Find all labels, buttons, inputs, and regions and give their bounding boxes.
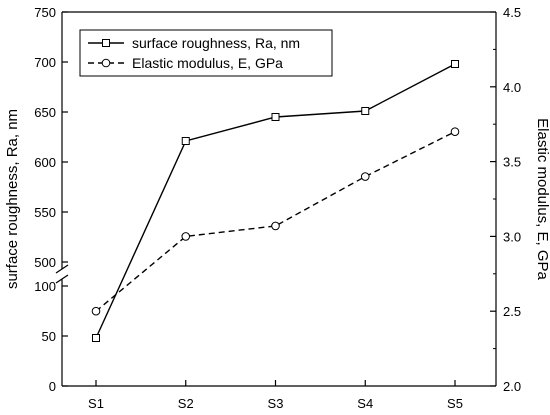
left-tick-label: 50 (42, 329, 56, 344)
right-tick-label: 2.5 (503, 304, 521, 319)
x-tick-label: S2 (178, 396, 194, 411)
axes: 500 550 600 650 700 750 0 50 100 2.0 2.5 3.0 3.5 4.0 4… (4, 5, 550, 411)
left-axis-title: surface roughness, Ra, nm (4, 109, 21, 289)
right-axis-title: Elastic modulus, E, GPa (534, 118, 550, 280)
series-1-point (181, 137, 190, 145)
series-2-point (360, 172, 370, 181)
left-tick-label: 650 (34, 105, 56, 120)
right-tick-label: 3.0 (503, 229, 521, 244)
legend-entry-1: surface roughness, Ra, nm (88, 35, 300, 51)
axis-break-mark (55, 264, 69, 274)
legend-marker (101, 58, 111, 68)
x-tick-label: S1 (88, 396, 104, 411)
legend-box (79, 29, 333, 77)
right-tick-label: 4.5 (503, 5, 521, 20)
left-tick-label: 750 (34, 5, 56, 20)
series-layer (91, 60, 460, 342)
left-tick-label: 0 (49, 379, 56, 394)
left-tick-label: 550 (34, 205, 56, 220)
series-2 (91, 127, 460, 316)
series-1-point (271, 113, 280, 121)
series-1-point (92, 334, 100, 342)
series-1 (92, 60, 459, 342)
series-2-point (91, 306, 101, 316)
series-2-point (271, 221, 280, 231)
legend-label: Elastic modulus, E, GPa (132, 55, 283, 71)
axis-break-mark (55, 274, 69, 284)
x-tick-label: S4 (357, 396, 373, 411)
left-tick-label: 100 (34, 279, 56, 294)
series-2-point (181, 232, 191, 241)
series-1-point (361, 107, 370, 115)
series-2-point (450, 127, 460, 136)
left-tick-label: 600 (34, 155, 56, 170)
legend-marker (102, 39, 110, 47)
left-tick-label: 700 (34, 55, 56, 70)
left-tick-label: 500 (34, 255, 56, 270)
series-1-point (451, 60, 459, 68)
x-tick-label: S3 (268, 396, 284, 411)
legend-label: surface roughness, Ra, nm (132, 35, 300, 51)
series-2-line (95, 131, 456, 312)
x-tick-label: S5 (447, 396, 463, 411)
legend: surface roughness, Ra, nm Elastic modulus… (79, 29, 333, 77)
legend-entry-2: Elastic modulus, E, GPa (88, 55, 283, 71)
right-tick-label: 2.0 (503, 379, 521, 394)
right-tick-label: 3.5 (503, 155, 521, 170)
right-tick-label: 4.0 (503, 80, 521, 95)
